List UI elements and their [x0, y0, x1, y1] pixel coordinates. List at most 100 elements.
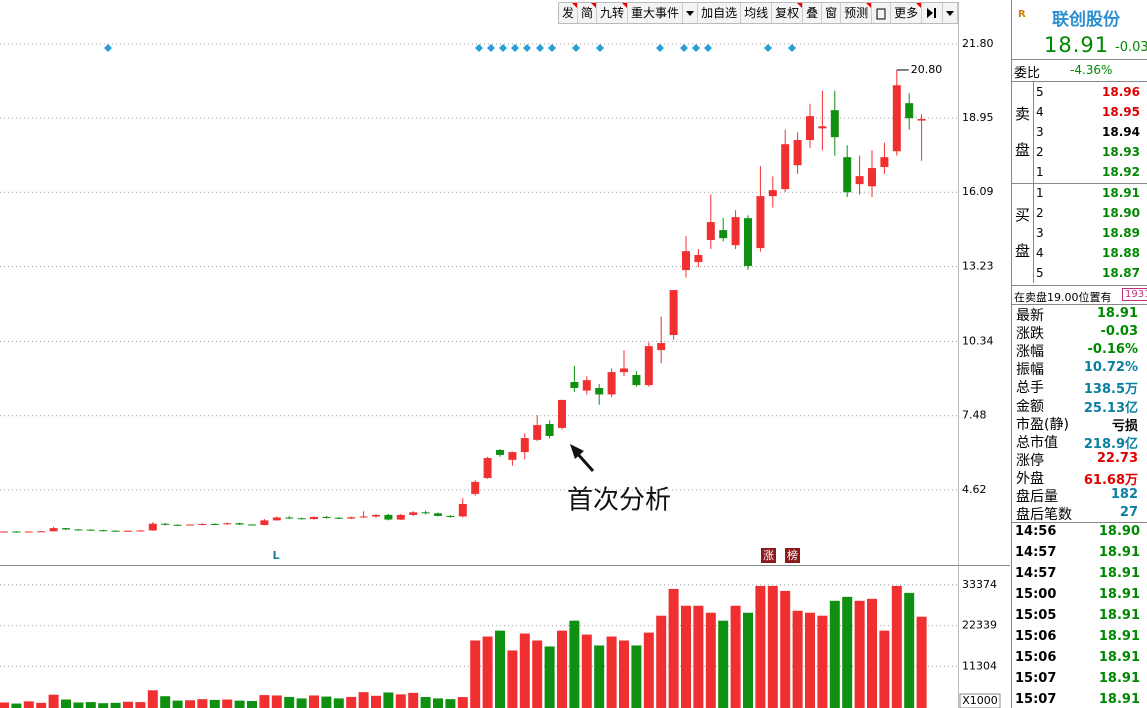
stat-value: 22.73	[1096, 450, 1138, 466]
hline	[1012, 81, 1147, 82]
volume-bar	[61, 699, 71, 708]
volume-bar	[371, 695, 381, 708]
quote-panel: R 联创股份 18.91 -0.03 委比 -4.36% 卖盘 5 18.96 4 18.95 3 18…	[1011, 0, 1147, 708]
event-diamonds	[104, 44, 796, 52]
l-marker: L	[272, 549, 279, 562]
y-tick-label: 18.95	[962, 111, 994, 124]
candle-body	[186, 524, 194, 526]
volume-bar	[457, 697, 468, 708]
candle-body	[372, 514, 380, 517]
volume-bar	[829, 600, 840, 708]
volume-bar	[271, 695, 282, 708]
stat-label: 市盈(静)	[1016, 416, 1069, 433]
candle-body	[719, 230, 728, 239]
y-tick-label: 4.62	[962, 483, 987, 496]
toolbar-button[interactable]: 重大事件	[628, 3, 684, 23]
icon	[927, 8, 937, 18]
notice: 在卖盘19.00位置有	[1014, 291, 1112, 304]
icon	[876, 8, 886, 20]
volume-bar	[891, 585, 902, 708]
volume-bar	[73, 702, 84, 708]
vline	[1033, 82, 1034, 283]
icon	[686, 11, 695, 16]
toolbar-button[interactable]: 叠	[803, 3, 823, 23]
candle-body	[471, 481, 480, 494]
candle-body	[756, 196, 765, 249]
book-label: 盘	[1015, 242, 1031, 260]
candle-body	[210, 523, 219, 525]
toolbar-button[interactable]: 九转	[597, 3, 629, 23]
stat-value: 218.9亿	[1083, 436, 1138, 452]
candle-body	[359, 516, 368, 518]
hline	[1012, 522, 1147, 523]
volume-bar	[916, 616, 927, 708]
candle-body	[86, 529, 95, 531]
candle-body	[595, 387, 604, 395]
stat-value: -0.16%	[1087, 342, 1139, 358]
toolbar-button[interactable]: 简	[578, 3, 598, 23]
volume-bar	[532, 640, 543, 708]
collapse-icon[interactable]	[922, 3, 944, 23]
y-tick-label: 33374	[962, 578, 997, 591]
volume-bar	[309, 695, 319, 708]
volume-bar	[904, 592, 915, 708]
volume-bar	[433, 698, 443, 708]
book-price: 18.91	[1102, 186, 1140, 200]
volume-bar	[0, 702, 9, 708]
volume-bar	[792, 610, 803, 708]
candle-body	[421, 512, 430, 514]
toolbar-button[interactable]: 加自选	[698, 3, 742, 23]
toolbar-button[interactable]: 复权	[772, 3, 804, 23]
book-level: 3	[1036, 125, 1044, 139]
book-level: 5	[1036, 266, 1044, 280]
candle-body	[520, 438, 529, 453]
candle-body	[570, 381, 579, 388]
unit-box	[959, 693, 1001, 708]
toolbar-button[interactable]: 预测	[841, 3, 873, 23]
icon	[946, 11, 955, 16]
volume-bar	[656, 615, 667, 708]
volume-bar	[780, 590, 791, 708]
toolbar-button[interactable]: 发	[559, 3, 579, 23]
stat-value: 18.91	[1096, 306, 1138, 321]
volume-bar	[185, 700, 195, 708]
candle-body	[483, 458, 492, 479]
toolbar-button[interactable]: 更多	[891, 3, 923, 23]
tick-price: 18.91	[1098, 650, 1140, 665]
volume-bar	[755, 585, 766, 708]
candle-body	[260, 520, 269, 526]
volume-bar	[854, 600, 865, 708]
volume-bar	[395, 694, 406, 708]
book-price: 18.95	[1102, 105, 1140, 119]
candle-body	[868, 168, 876, 187]
stat-value: -0.03	[1100, 324, 1138, 340]
volume-bar	[668, 588, 679, 708]
candle-body	[793, 140, 802, 166]
candle-body	[446, 515, 455, 517]
volume-bar	[284, 696, 295, 708]
volume-bar	[495, 630, 505, 708]
candle-body	[322, 516, 331, 518]
candle-body	[99, 530, 108, 532]
toolbar-button[interactable]: 窗	[822, 3, 842, 23]
volume-bar	[333, 698, 344, 708]
book-label: 买	[1015, 206, 1031, 224]
candle-body	[12, 531, 21, 533]
dropdown-icon[interactable]	[683, 3, 699, 23]
share-icon[interactable]	[872, 3, 892, 23]
stat-value: 138.5万	[1083, 382, 1138, 398]
book-level: 1	[1036, 165, 1044, 179]
candle-body	[235, 523, 244, 525]
dropdown-icon[interactable]	[943, 3, 959, 23]
stock-name: 联创股份	[1052, 10, 1120, 30]
volume-bar	[767, 585, 778, 708]
candle-body	[880, 157, 889, 168]
volume-bar	[147, 690, 158, 708]
toolbar-button[interactable]: 均线	[741, 3, 773, 23]
candle-body	[818, 126, 827, 129]
toolbar: 发 简 九转 重大事件 加自选 均线 复权 叠 窗 预测 更多	[558, 2, 960, 24]
volume-bar	[98, 703, 109, 708]
stat-label: 涨幅	[1016, 344, 1044, 361]
candle-body	[781, 144, 790, 190]
volume-bar	[867, 598, 877, 708]
